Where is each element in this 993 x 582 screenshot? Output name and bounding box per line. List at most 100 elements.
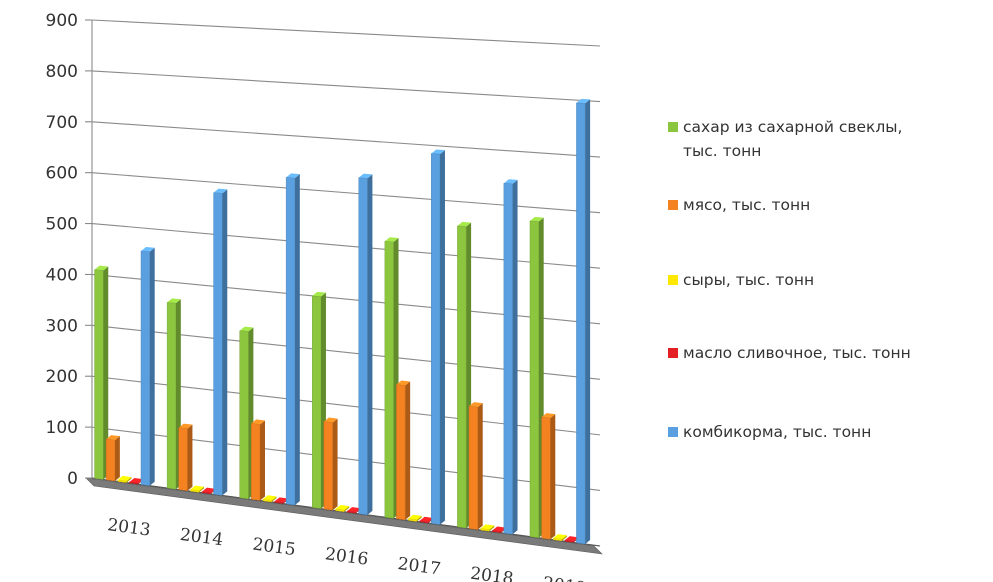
bar-side — [550, 414, 556, 540]
legend-swatch — [668, 427, 678, 437]
x-tick-label: 2016 — [324, 544, 370, 570]
legend-swatch — [668, 348, 678, 358]
bar-top — [178, 423, 193, 429]
bar-top — [431, 149, 445, 155]
bar-front — [178, 427, 188, 492]
bar-front — [492, 530, 502, 533]
bar-side — [489, 525, 495, 532]
bar — [285, 173, 300, 506]
bar — [564, 536, 579, 543]
gridline — [91, 19, 601, 47]
bar-top — [274, 497, 289, 503]
bar — [346, 507, 361, 514]
legend-label: мясо, тыс. тонн — [683, 196, 810, 214]
legend-item: сахар из сахарной свеклы, тыс. тонн — [668, 118, 902, 160]
bar-side — [103, 266, 109, 480]
bar — [576, 98, 591, 545]
legend-label: тыс. тонн — [683, 142, 761, 160]
bar — [396, 380, 411, 521]
y-axis: 0 100 200 300 400 500 600 700 800 900 — [46, 11, 93, 489]
y-tick-label: 600 — [46, 164, 78, 184]
legend-item: сыры, тыс. тонн — [668, 271, 814, 289]
bar-top — [117, 475, 132, 482]
bar-top — [140, 246, 155, 252]
bar-front — [140, 250, 150, 486]
legend-item: мясо, тыс. тонн — [668, 196, 810, 214]
legend-label: сахар из сахарной свеклы, — [683, 118, 902, 136]
y-tick-label: 700 — [46, 113, 78, 133]
bar-side — [416, 515, 422, 522]
bar-side — [477, 403, 483, 530]
y-tick-label: 500 — [46, 215, 78, 235]
bar-top — [457, 221, 472, 227]
bar-front — [251, 423, 261, 501]
bar — [94, 265, 109, 480]
y-tick-label: 400 — [46, 265, 78, 285]
bar-top — [576, 98, 591, 104]
bar-front — [564, 539, 574, 543]
bar-top — [323, 417, 338, 423]
bar — [140, 246, 155, 486]
y-tick-label: 200 — [46, 367, 78, 387]
bar-top — [396, 380, 411, 386]
bar-top — [408, 514, 422, 520]
bar — [358, 173, 373, 516]
bar-top — [312, 291, 326, 297]
bar-front — [384, 241, 394, 519]
bar-top — [335, 504, 350, 511]
bar-front — [105, 438, 116, 482]
bars — [94, 98, 591, 545]
bar-side — [149, 247, 155, 486]
bar-front — [213, 192, 223, 496]
gridline — [91, 223, 601, 269]
bar-top — [239, 326, 254, 332]
x-tick-label: 2017 — [396, 554, 442, 580]
bar-top — [213, 188, 228, 194]
bar-top — [469, 402, 483, 408]
x-tick-label: 2015 — [251, 535, 297, 561]
bar — [201, 487, 216, 495]
bar — [178, 423, 193, 492]
bar-front — [239, 330, 249, 500]
x-axis-line — [91, 477, 601, 547]
bar-front — [576, 102, 586, 545]
bar-front — [396, 384, 406, 521]
bar-front — [323, 421, 333, 511]
x-tick-label: 2014 — [179, 525, 225, 551]
bar-top — [262, 495, 277, 501]
x-tick-label: 2013 — [106, 515, 152, 541]
bar-side — [294, 174, 300, 506]
gridline — [91, 172, 601, 214]
bar-side — [405, 381, 411, 520]
bar — [251, 419, 266, 501]
bar-side — [222, 189, 228, 496]
bar-front — [117, 479, 127, 483]
bar — [323, 417, 338, 511]
bar-top — [564, 536, 579, 542]
bar — [552, 534, 567, 542]
bar-top — [129, 477, 144, 484]
bar-front — [129, 481, 139, 485]
y-tick-label: 100 — [46, 418, 78, 438]
bar — [407, 514, 422, 522]
bar-top — [358, 173, 373, 179]
bar-front — [346, 510, 356, 514]
bar-top — [167, 298, 181, 304]
bar-top — [419, 516, 434, 522]
y-tick-label: 300 — [46, 316, 78, 336]
bar-side — [439, 150, 445, 525]
bar-top — [106, 435, 120, 441]
bar — [117, 475, 132, 483]
bar-top — [541, 413, 556, 419]
bar-side — [512, 179, 518, 535]
y-tick-label: 900 — [46, 11, 78, 31]
bar — [468, 402, 483, 530]
bar-top — [201, 487, 216, 493]
legend-label: сыры, тыс. тонн — [683, 271, 814, 289]
bar-side — [271, 496, 277, 503]
bar-top — [503, 179, 518, 184]
bar-side — [114, 436, 120, 482]
bar — [503, 179, 518, 535]
bar-top — [492, 526, 506, 532]
